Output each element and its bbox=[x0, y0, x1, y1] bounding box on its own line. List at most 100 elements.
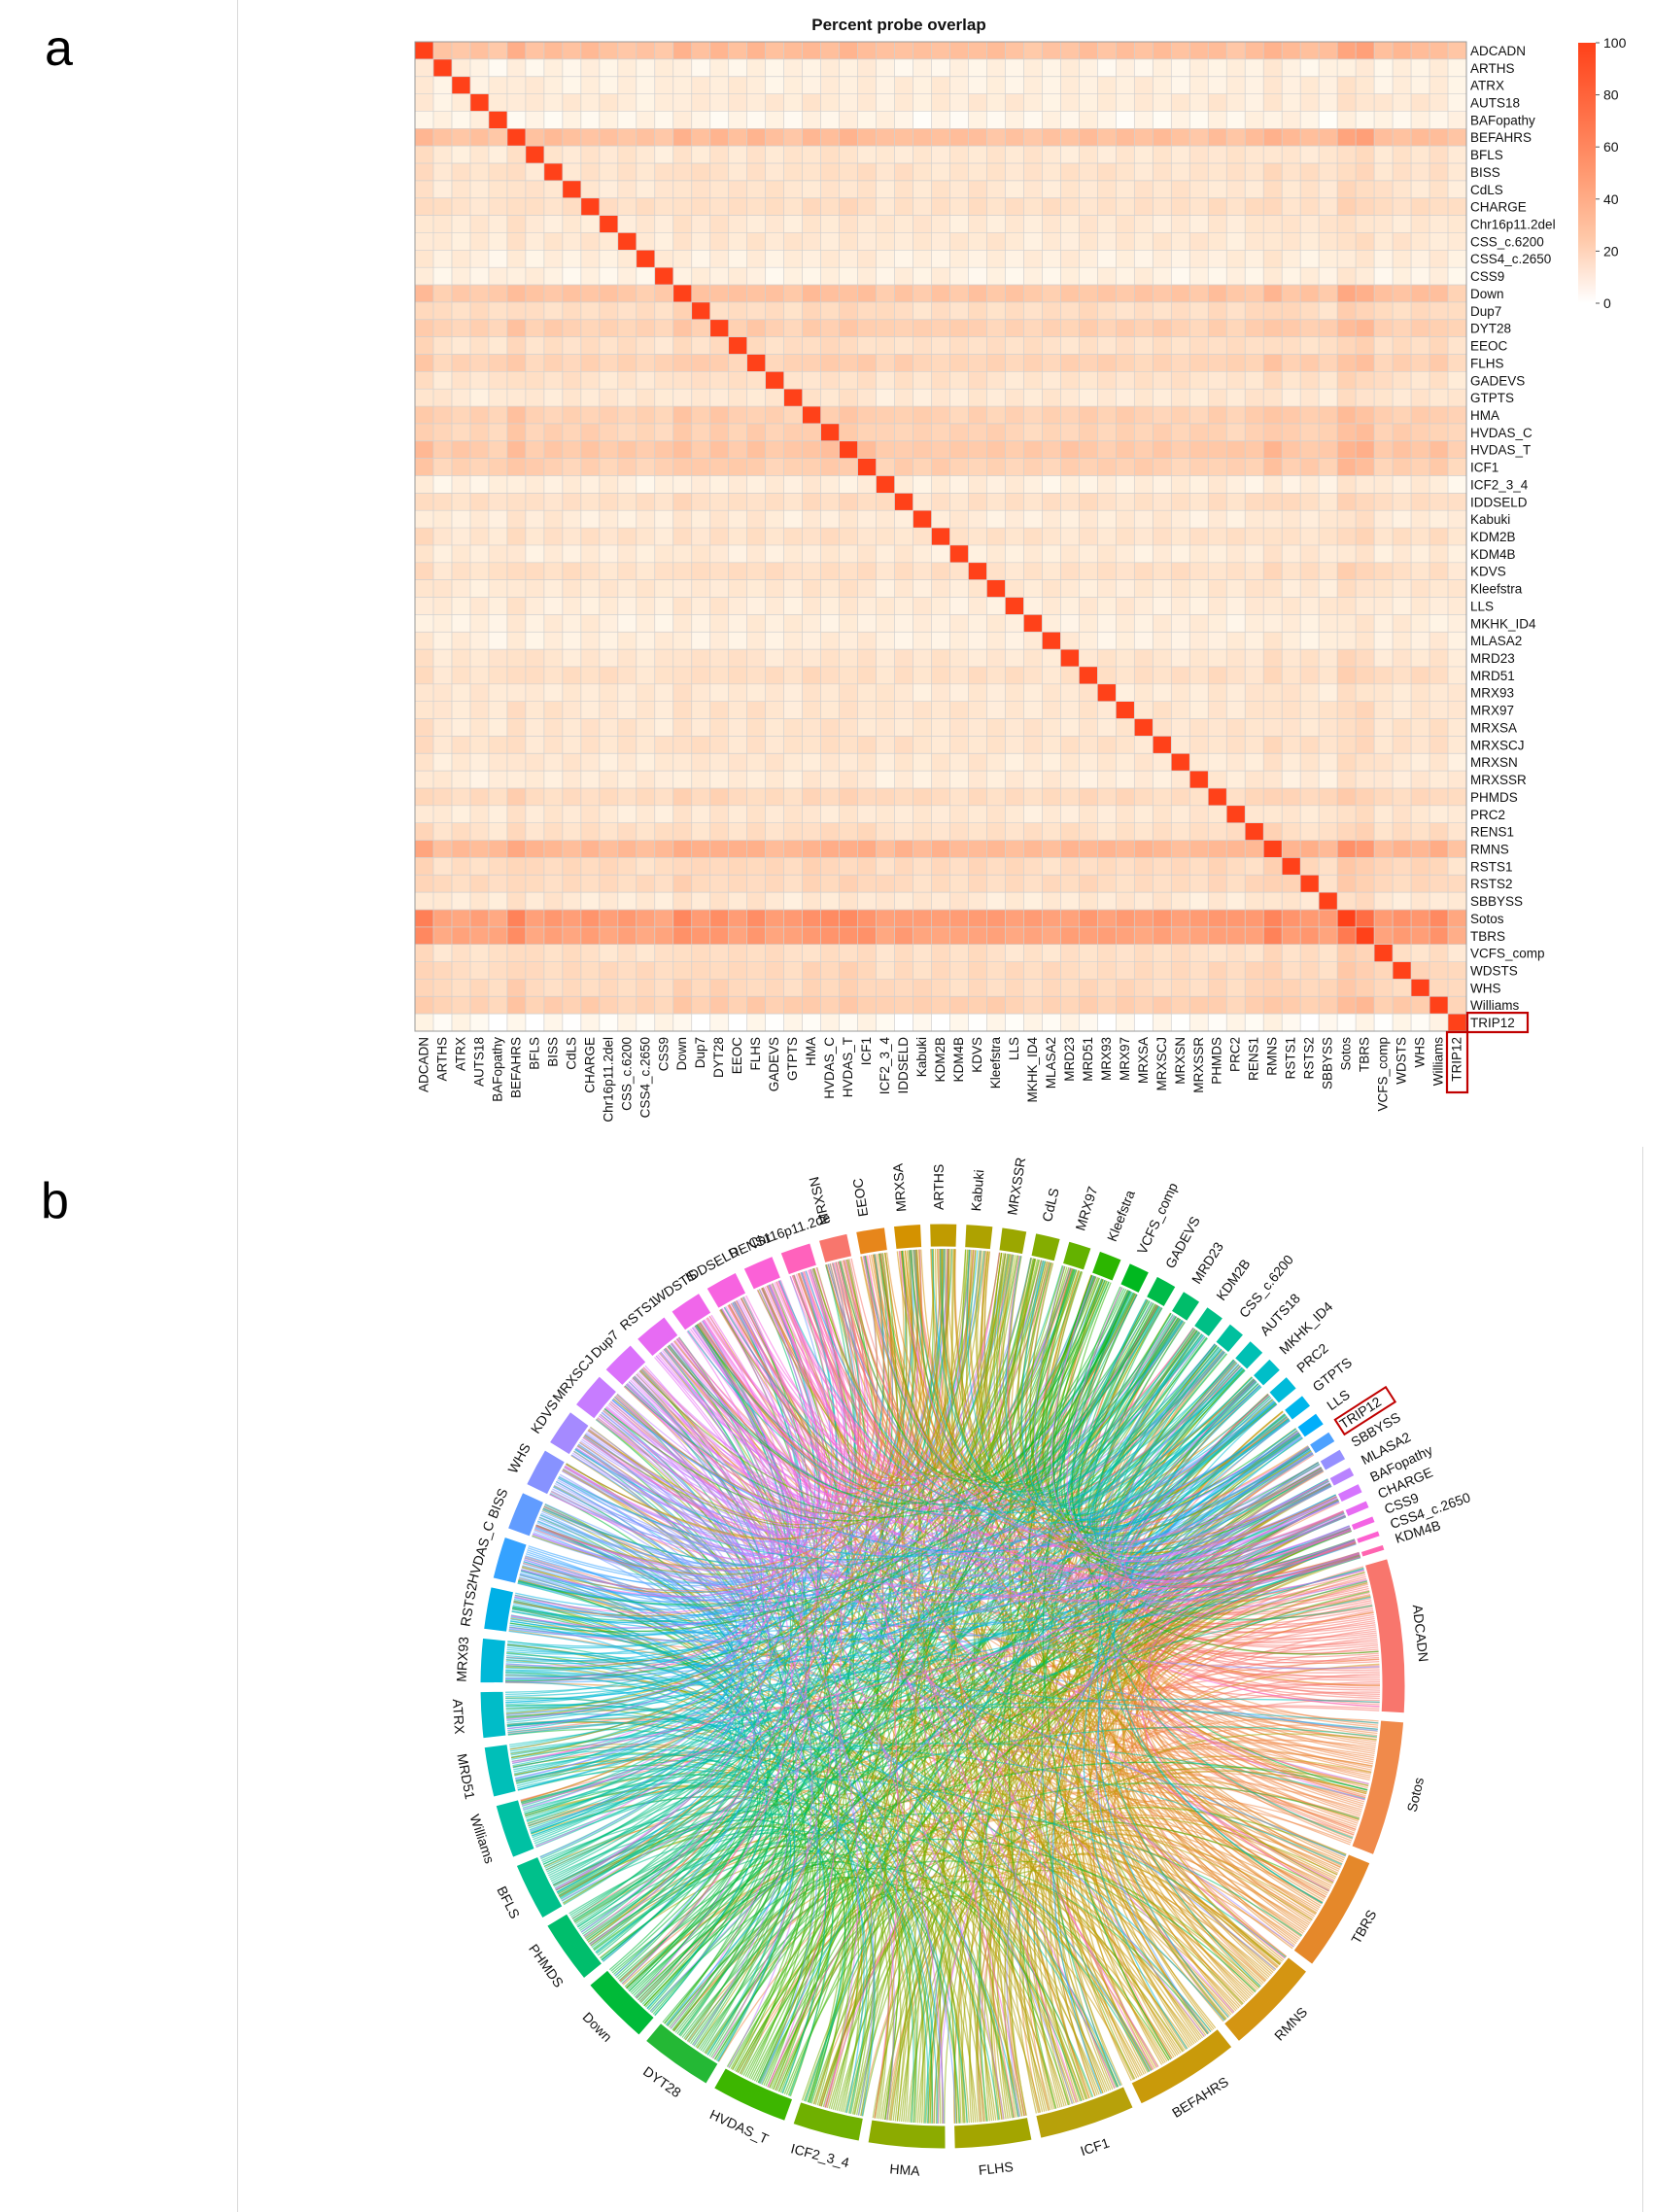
chord-ribbon bbox=[510, 1620, 728, 1760]
heatmap-cell bbox=[1060, 371, 1080, 390]
chord-ribbon bbox=[912, 1249, 1270, 1512]
heatmap-cell bbox=[1208, 1014, 1227, 1031]
heatmap-cell bbox=[1282, 163, 1301, 181]
chord-ribbon bbox=[570, 1343, 1216, 1549]
heatmap-cell bbox=[525, 857, 544, 876]
chord-ribbon bbox=[1005, 1256, 1275, 1515]
heatmap-cell bbox=[691, 979, 710, 997]
heatmap-cell bbox=[1189, 406, 1209, 424]
heatmap-cell bbox=[1429, 146, 1449, 164]
heatmap-cell bbox=[1134, 1014, 1154, 1031]
heatmap-cell bbox=[1337, 805, 1357, 823]
chord-ribbon bbox=[980, 1251, 1198, 1492]
heatmap-cell bbox=[765, 389, 784, 407]
heatmap-cell bbox=[1134, 215, 1154, 233]
heatmap-cell bbox=[654, 146, 673, 164]
heatmap-cell bbox=[1374, 197, 1394, 216]
chord-ribbon bbox=[584, 1260, 1041, 1529]
chord-arc-segment bbox=[604, 1344, 647, 1387]
chord-ribbon bbox=[838, 1261, 1157, 2068]
heatmap-cell bbox=[488, 267, 507, 286]
chord-ribbon bbox=[591, 1248, 945, 1949]
chord-ribbon bbox=[1102, 1329, 1381, 1689]
heatmap-cell bbox=[765, 771, 784, 788]
heatmap-cell bbox=[525, 961, 544, 980]
chord-ribbon bbox=[1093, 1331, 1312, 1922]
chord-ribbon bbox=[1005, 1258, 1154, 1485]
chord-arc-segment bbox=[479, 1637, 507, 1684]
heatmap-cell bbox=[876, 857, 895, 876]
heatmap-cell bbox=[931, 76, 950, 94]
heatmap-row-label: RENS1 bbox=[1470, 825, 1514, 840]
heatmap-cell bbox=[857, 979, 877, 997]
heatmap-cell bbox=[1356, 301, 1375, 320]
chord-ribbon bbox=[944, 1494, 1336, 2125]
heatmap-cell bbox=[894, 336, 913, 355]
chord-ribbon bbox=[876, 1254, 1137, 1481]
heatmap-cell bbox=[1448, 805, 1466, 823]
heatmap-cell bbox=[1097, 423, 1117, 441]
chord-ribbon bbox=[1043, 1499, 1339, 2103]
heatmap-cell bbox=[820, 250, 840, 268]
heatmap-cell bbox=[506, 93, 526, 112]
heatmap-cell bbox=[1226, 701, 1246, 719]
heatmap-cell bbox=[1153, 111, 1172, 129]
heatmap-cell bbox=[728, 493, 747, 511]
heatmap-cell bbox=[1134, 475, 1154, 494]
heatmap-cell bbox=[839, 562, 858, 580]
heatmap-cell bbox=[1448, 128, 1466, 147]
heatmap-cell bbox=[783, 579, 803, 598]
heatmap-cell bbox=[913, 301, 932, 320]
heatmap-cell bbox=[1448, 926, 1466, 945]
chord-ribbon bbox=[730, 1291, 1131, 2070]
chord-ribbon bbox=[1075, 1304, 1297, 1945]
heatmap-cell bbox=[1189, 614, 1209, 633]
heatmap-cell bbox=[1245, 128, 1264, 147]
heatmap-cell bbox=[1023, 128, 1043, 147]
heatmap-cell bbox=[839, 857, 858, 876]
chord-ribbon bbox=[669, 1329, 1196, 1513]
chord-ribbon bbox=[1092, 1755, 1372, 2057]
heatmap-cell bbox=[562, 909, 581, 927]
chord-ribbon bbox=[635, 1365, 793, 1999]
heatmap-cell bbox=[672, 979, 692, 997]
heatmap-cell bbox=[636, 614, 655, 633]
heatmap-cell bbox=[1005, 875, 1024, 893]
heatmap-cell bbox=[1300, 961, 1320, 980]
heatmap-cell bbox=[1097, 406, 1117, 424]
chord-ribbon bbox=[513, 1494, 1336, 1628]
heatmap-cell bbox=[746, 562, 766, 580]
heatmap-cell bbox=[968, 996, 987, 1015]
heatmap-cell bbox=[765, 180, 784, 198]
heatmap-cell bbox=[617, 840, 637, 858]
heatmap-cell bbox=[654, 597, 673, 615]
heatmap-cell bbox=[506, 42, 526, 59]
heatmap-cell bbox=[617, 423, 637, 441]
chord-ribbon bbox=[1068, 1299, 1274, 1974]
heatmap-cell bbox=[451, 544, 470, 563]
heatmap-cell bbox=[709, 475, 729, 494]
heatmap-cell bbox=[1134, 232, 1154, 251]
heatmap-cell bbox=[617, 146, 637, 164]
chord-ribbon bbox=[1011, 1733, 1377, 2117]
heatmap-cell bbox=[783, 336, 803, 355]
heatmap-cell bbox=[1153, 562, 1172, 580]
heatmap-cell bbox=[1448, 215, 1466, 233]
heatmap-cell bbox=[1337, 649, 1357, 667]
heatmap-cell bbox=[1411, 597, 1430, 615]
heatmap-cell bbox=[1134, 649, 1154, 667]
heatmap-cell bbox=[1319, 336, 1338, 355]
heatmap-cell bbox=[839, 180, 858, 198]
chord-ribbon bbox=[574, 1368, 1245, 1925]
heatmap-cell bbox=[1448, 76, 1466, 94]
chord-ribbon bbox=[915, 1249, 938, 1469]
heatmap-cell bbox=[913, 909, 932, 927]
chord-ribbon bbox=[979, 1253, 1043, 1472]
heatmap-cell bbox=[820, 475, 840, 494]
heatmap-cell bbox=[543, 579, 563, 598]
chord-ribbon bbox=[1007, 1256, 1312, 1536]
heatmap-cell bbox=[654, 753, 673, 772]
heatmap-cell bbox=[1042, 285, 1061, 302]
heatmap-cell bbox=[1300, 197, 1320, 216]
heatmap-col-label: HMA bbox=[804, 1037, 818, 1066]
